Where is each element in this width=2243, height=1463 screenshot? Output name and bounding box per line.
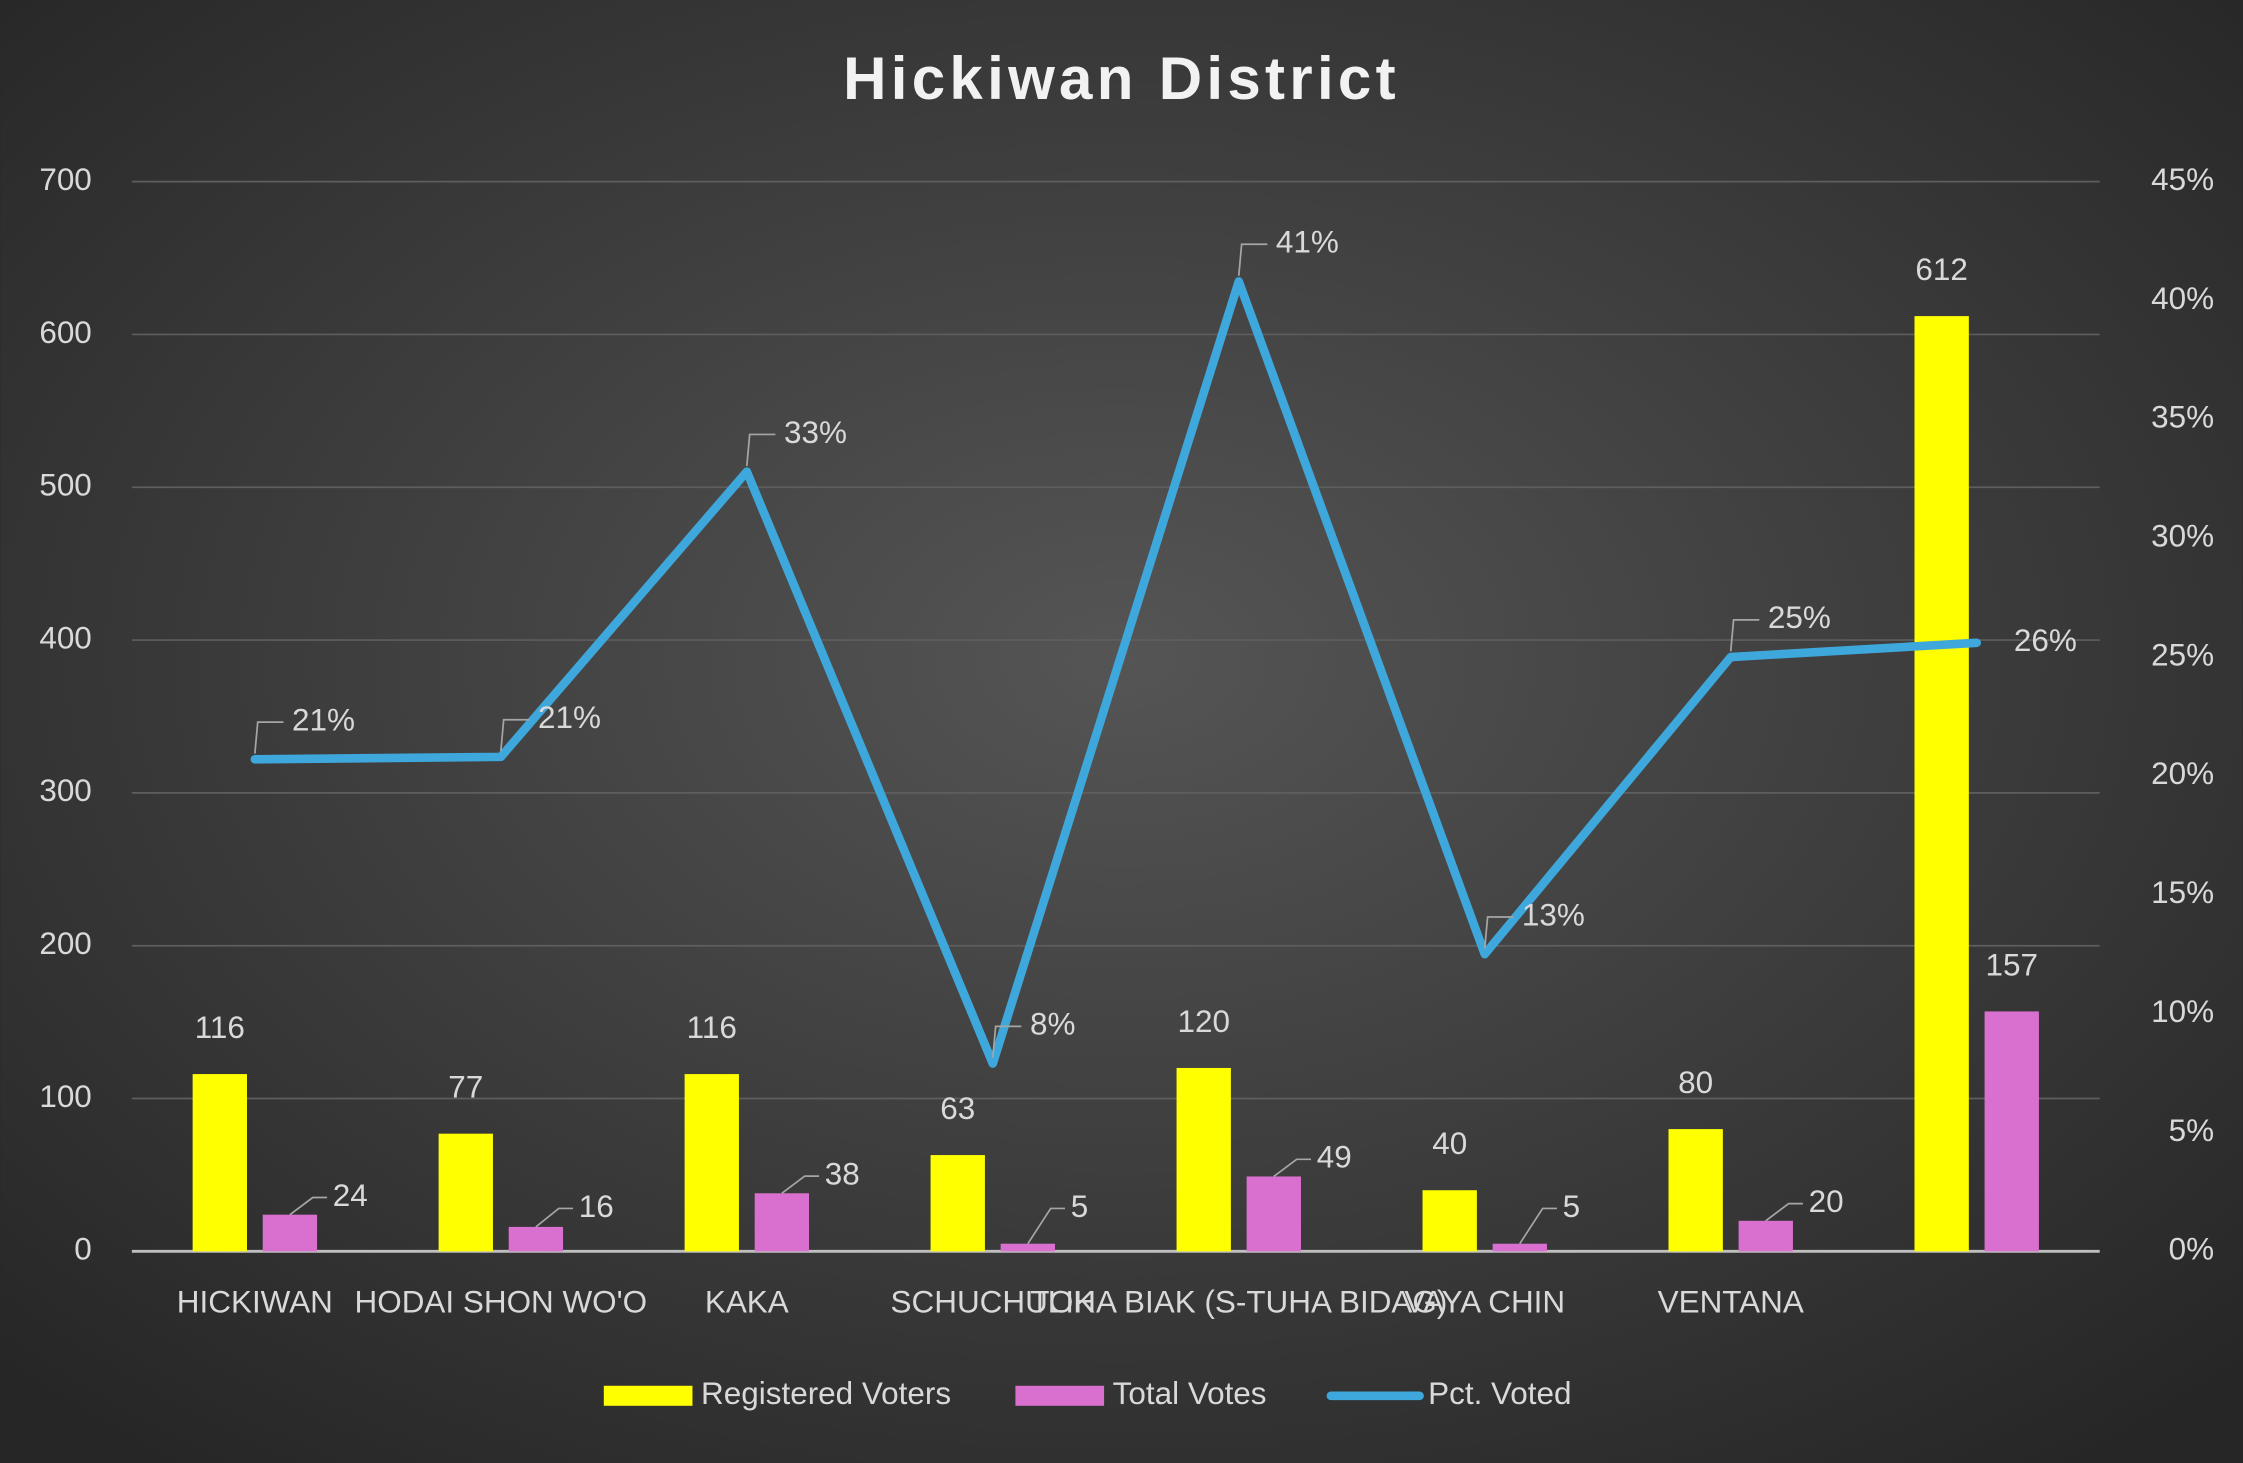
y2-tick-label: 35%: [2151, 400, 2214, 435]
bar: [1984, 1011, 2039, 1252]
data-label: 77: [448, 1070, 483, 1105]
leader-line: [1729, 619, 1760, 652]
leader-line: [781, 1175, 820, 1194]
data-label: 116: [687, 1010, 737, 1045]
y2-tick-label: 30%: [2151, 519, 2214, 554]
y2-tick-label: 40%: [2151, 281, 2214, 316]
bar: [192, 1074, 247, 1252]
y-tick-label: 700: [39, 162, 91, 197]
legend-label: Pct. Voted: [1428, 1376, 1571, 1411]
y-tick-label: 600: [39, 315, 91, 350]
chart-title: Hickiwan District: [843, 45, 1400, 112]
x-tick-label: SCHUCHULIK: [891, 1285, 1095, 1320]
leader-line: [1519, 1207, 1557, 1245]
legend-swatch: [603, 1385, 693, 1406]
leader-line: [745, 433, 776, 466]
data-label: 612: [1915, 252, 1967, 287]
data-label: 120: [1177, 1004, 1229, 1039]
data-label: 21%: [538, 700, 601, 735]
y2-tick-label: 0%: [2169, 1232, 2214, 1267]
data-label: 24: [333, 1178, 368, 1213]
bar: [262, 1214, 318, 1252]
bar: [1492, 1243, 1547, 1252]
bar: [684, 1074, 739, 1252]
bar: [1000, 1243, 1055, 1252]
leader-line: [991, 1025, 1022, 1058]
data-label: 5: [1071, 1189, 1089, 1224]
leader-line: [499, 718, 530, 752]
x-tick-label: KAKA: [705, 1285, 789, 1320]
data-label: 157: [1985, 947, 2037, 982]
leader-line: [535, 1207, 574, 1228]
data-label: 5: [1563, 1189, 1580, 1224]
legend-swatch: [1015, 1385, 1105, 1406]
y2-tick-label: 25%: [2151, 637, 2214, 672]
y2-tick-label: 5%: [2169, 1113, 2214, 1148]
line: [250, 277, 1981, 1068]
leader-line: [289, 1196, 328, 1216]
bar: [438, 1133, 493, 1252]
data-label: 41%: [1276, 225, 1339, 260]
y2-tick-label: 10%: [2151, 994, 2214, 1029]
y-tick-label: 200: [39, 926, 91, 961]
x-tick-label: TOHA BIAK (S-TUHA BIDAG): [1030, 1285, 1447, 1320]
x-tick-label: HODAI SHON WO'O: [355, 1285, 648, 1320]
data-label: 63: [940, 1091, 975, 1126]
bar: [508, 1226, 564, 1252]
bar: [1668, 1129, 1723, 1252]
leader-line: [1027, 1207, 1066, 1245]
bar: [1914, 316, 1969, 1252]
data-label: 38: [825, 1156, 860, 1191]
leader-line: [1483, 916, 1514, 949]
y2-tick-label: 45%: [2151, 162, 2214, 197]
y2-tick-label: 15%: [2151, 875, 2214, 910]
bar: [1422, 1190, 1477, 1252]
x-tick-label: VAYA CHIN: [1404, 1285, 1565, 1320]
y-tick-label: 300: [39, 773, 91, 808]
data-label: 80: [1678, 1065, 1713, 1100]
data-label: 25%: [1768, 600, 1831, 635]
leader-line: [1237, 243, 1268, 276]
y2-tick-label: 20%: [2151, 756, 2214, 791]
x-tick-label: VENTANA: [1658, 1285, 1804, 1320]
leader-line: [1273, 1158, 1311, 1178]
y-tick-label: 100: [39, 1079, 91, 1114]
y-tick-label: 400: [39, 620, 91, 655]
data-label: 49: [1317, 1140, 1352, 1175]
bar: [1176, 1067, 1231, 1252]
data-label: 16: [579, 1189, 614, 1224]
y-tick-label: 0: [74, 1232, 92, 1267]
bar: [1738, 1220, 1793, 1252]
data-label: 8%: [1030, 1007, 1075, 1042]
leader-line: [254, 721, 284, 754]
data-label: 116: [195, 1010, 245, 1045]
data-label: 21%: [292, 702, 355, 737]
y-tick-label: 500: [39, 468, 91, 503]
legend-label: Total Votes: [1113, 1376, 1267, 1411]
legend-label: Registered Voters: [701, 1376, 951, 1411]
bar: [754, 1193, 810, 1252]
bar: [1246, 1176, 1301, 1252]
leader-line: [1765, 1202, 1803, 1222]
data-label: 20: [1809, 1184, 1844, 1219]
data-label: 13%: [1522, 897, 1585, 932]
x-tick-label: HICKIWAN: [177, 1285, 333, 1320]
bar: [930, 1155, 985, 1252]
data-label: 40: [1432, 1126, 1467, 1161]
data-label: 33%: [784, 415, 847, 450]
data-label: 26%: [2014, 623, 2077, 658]
